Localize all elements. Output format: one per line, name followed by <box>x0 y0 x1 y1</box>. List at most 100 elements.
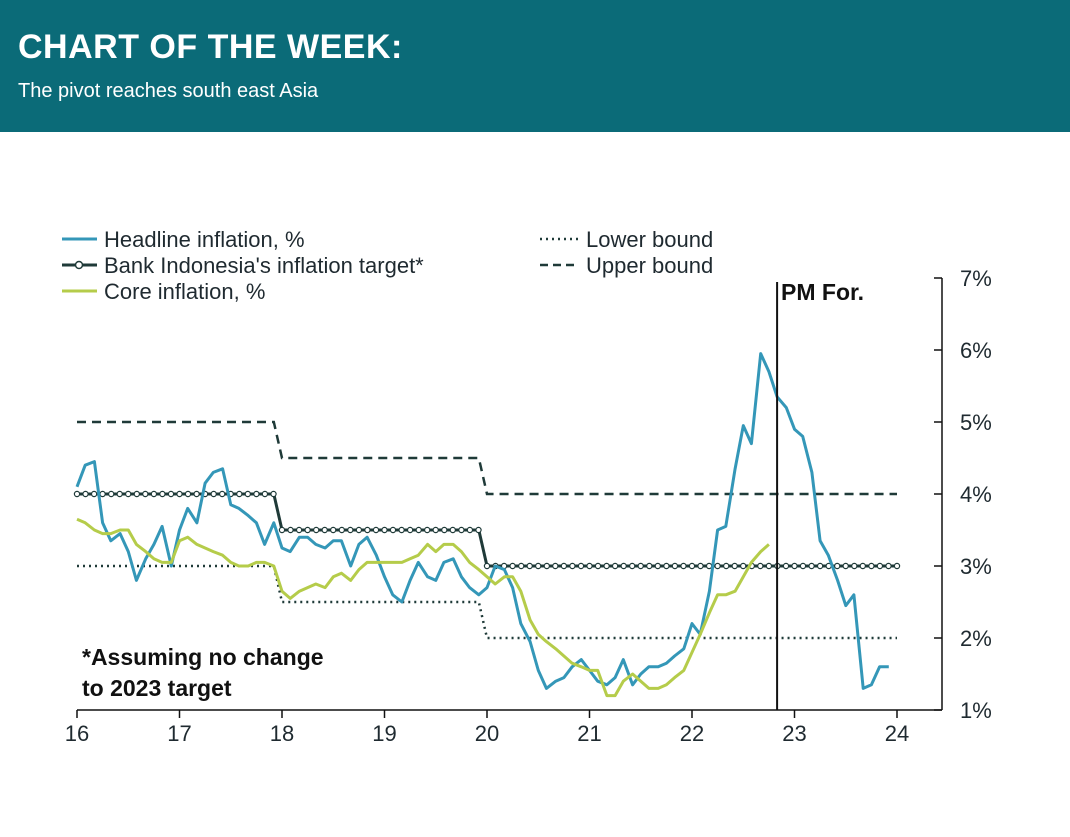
x-tick-label: 23 <box>782 721 806 746</box>
series-upper-bound <box>77 420 897 496</box>
y-tick-label: 3% <box>960 554 992 579</box>
target-marker <box>347 526 354 534</box>
series-core <box>76 517 770 698</box>
target-marker <box>637 562 644 570</box>
forecast-label: PM For. <box>781 279 864 305</box>
legend-label-upper: Upper bound <box>586 253 713 278</box>
target-marker <box>560 562 568 570</box>
footnote: *Assuming no change to 2023 target <box>82 644 324 701</box>
target-marker <box>338 526 345 534</box>
legend-label-lower: Lower bound <box>586 227 713 252</box>
target-marker <box>629 562 636 570</box>
target-marker <box>432 526 439 534</box>
x-tick-label: 20 <box>475 721 499 746</box>
target-marker <box>552 562 559 570</box>
target-marker <box>107 490 115 498</box>
target-marker <box>543 562 551 570</box>
target-marker <box>321 526 328 534</box>
target-marker <box>851 562 858 570</box>
target-marker <box>124 490 132 498</box>
target-marker <box>142 490 149 498</box>
target-marker <box>372 526 380 534</box>
target-marker <box>654 562 662 570</box>
target-marker <box>99 490 106 498</box>
y-tick-label: 6% <box>960 338 992 363</box>
x-tick-label: 17 <box>167 721 191 746</box>
target-marker <box>799 562 807 570</box>
target-marker <box>740 562 747 570</box>
target-marker <box>680 562 687 570</box>
target-marker <box>159 490 166 498</box>
target-marker <box>765 562 773 570</box>
target-marker <box>398 526 405 534</box>
target-marker <box>415 526 422 534</box>
target-marker <box>594 562 602 570</box>
target-marker <box>509 562 516 570</box>
legend: Headline inflation, % Bank Indonesia's i… <box>62 227 713 304</box>
target-marker <box>885 562 892 570</box>
target-marker <box>526 562 533 570</box>
target-marker <box>663 562 670 570</box>
page-subtitle: The pivot reaches south east Asia <box>18 80 319 102</box>
target-marker <box>611 562 619 570</box>
target-marker <box>381 526 388 534</box>
series-headline <box>75 352 889 690</box>
target-marker <box>723 562 730 570</box>
target-marker <box>620 562 627 570</box>
target-marker <box>270 490 277 498</box>
target-marker <box>646 562 653 570</box>
target-marker <box>791 562 798 570</box>
x-tick-label: 19 <box>372 721 396 746</box>
bounds-layer <box>77 420 897 640</box>
x-tick-label: 22 <box>680 721 704 746</box>
target-marker <box>116 490 123 498</box>
target-marker <box>193 490 200 498</box>
target-marker <box>261 490 269 498</box>
target-marker <box>458 526 465 534</box>
x-tick-label: 21 <box>577 721 601 746</box>
target-marker <box>82 490 89 498</box>
target-marker <box>424 526 431 534</box>
y-tick-label: 5% <box>960 410 992 435</box>
lines-layer <box>73 282 901 710</box>
target-marker <box>184 490 192 498</box>
target-marker <box>603 562 610 570</box>
target-marker <box>705 562 713 570</box>
target-marker <box>304 526 311 534</box>
target-marker <box>278 526 286 534</box>
page-title: CHART OF THE WEEK: <box>18 28 403 66</box>
target-marker <box>73 490 81 498</box>
target-marker <box>518 562 525 570</box>
target-marker <box>330 526 337 534</box>
target-marker <box>210 490 217 498</box>
legend-label-target: Bank Indonesia's inflation target* <box>104 253 424 278</box>
target-marker <box>697 562 704 570</box>
target-marker <box>176 490 183 498</box>
axis-layer: 16 17 18 19 20 21 22 23 24 1% 2% 3% 4% 5% 6% 7% <box>65 266 992 746</box>
target-marker <box>253 490 260 498</box>
target-marker <box>868 562 875 570</box>
target-marker <box>295 526 303 534</box>
target-marker <box>389 526 397 534</box>
footnote-line-1: *Assuming no change <box>82 644 324 670</box>
target-marker <box>313 526 320 534</box>
target-marker <box>449 526 456 534</box>
target-marker <box>364 526 371 534</box>
header-banner: CHART OF THE WEEK: The pivot reaches sou… <box>0 0 1070 132</box>
target-marker <box>893 562 901 570</box>
target-marker <box>244 490 251 498</box>
target-marker <box>287 526 294 534</box>
x-tick-label: 16 <box>65 721 89 746</box>
target-marker <box>714 562 721 570</box>
target-marker <box>355 526 363 534</box>
target-marker <box>133 490 140 498</box>
target-marker <box>475 526 482 534</box>
target-marker <box>782 562 790 570</box>
y-tick-label: 4% <box>960 482 992 507</box>
target-marker <box>834 562 841 570</box>
target-marker <box>218 490 226 498</box>
target-marker <box>441 526 448 534</box>
target-marker <box>569 562 576 570</box>
target-marker <box>577 562 585 570</box>
x-tick-label: 24 <box>885 721 909 746</box>
